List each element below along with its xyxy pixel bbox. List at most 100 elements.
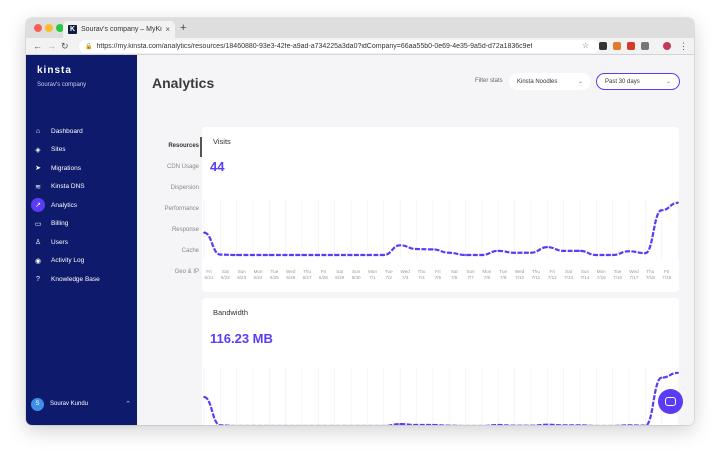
data-point[interactable]: [399, 423, 402, 425]
activity-log-icon: ◉: [34, 257, 42, 265]
extension-icon-3[interactable]: [627, 42, 635, 50]
data-point[interactable]: [579, 249, 581, 252]
sidebar-item-migrations[interactable]: ➤ Migrations: [31, 161, 131, 175]
browser-tab[interactable]: K Sourav's company – MyKinsta ×: [63, 21, 175, 38]
sidebar-item-kinsta-dns[interactable]: ≋ Kinsta DNS: [31, 180, 131, 194]
data-point[interactable]: [366, 254, 369, 256]
data-point[interactable]: [235, 254, 238, 256]
data-point[interactable]: [399, 244, 402, 247]
sidebar-item-label: Activity Log: [51, 257, 85, 264]
x-tick-label: Wed 7/3: [400, 269, 410, 280]
data-point[interactable]: [611, 254, 614, 256]
data-point[interactable]: [660, 376, 663, 379]
data-point[interactable]: [546, 423, 549, 425]
data-point[interactable]: [546, 246, 549, 249]
data-point[interactable]: [333, 254, 336, 256]
sidebar-item-analytics[interactable]: ↗ Analytics: [31, 198, 131, 212]
sidebar-item-users[interactable]: ♙ Users: [31, 235, 131, 249]
subnav-dispersion[interactable]: Dispersion: [170, 185, 199, 191]
data-point[interactable]: [415, 424, 418, 425]
tab-title: Sourav's company – MyKinsta: [81, 26, 162, 33]
data-point[interactable]: [219, 424, 222, 425]
forward-icon[interactable]: →: [47, 41, 56, 51]
data-point[interactable]: [660, 209, 663, 212]
data-point[interactable]: [284, 254, 287, 256]
visits-total: 44: [210, 159, 225, 174]
reload-icon[interactable]: ↻: [61, 41, 69, 51]
data-point[interactable]: [431, 248, 434, 251]
data-point[interactable]: [301, 254, 303, 256]
x-tick-label: Thu 7/4: [418, 269, 426, 280]
data-point[interactable]: [529, 251, 532, 254]
data-point[interactable]: [497, 424, 500, 425]
sidebar-item-billing[interactable]: ▭ Billing: [31, 217, 131, 231]
data-point[interactable]: [562, 249, 565, 252]
subnav-response[interactable]: Response: [171, 227, 199, 233]
data-point[interactable]: [677, 371, 679, 374]
data-point[interactable]: [382, 254, 385, 256]
data-point[interactable]: [317, 254, 320, 256]
data-point[interactable]: [415, 248, 418, 250]
analytics-icon: ↗: [31, 198, 45, 212]
data-point[interactable]: [203, 396, 205, 398]
x-tick-label: Sun 7/14: [580, 269, 589, 280]
data-point[interactable]: [677, 201, 679, 204]
sidebar-item-label: Dashboard: [51, 127, 83, 135]
url-field[interactable]: 🔒 https://my.kinsta.com/analytics/resour…: [79, 40, 599, 53]
x-tick-label: Fri 7/5: [435, 269, 442, 280]
data-point[interactable]: [562, 424, 565, 425]
subnav-geo-ip[interactable]: Geo & IP: [174, 269, 199, 275]
back-icon[interactable]: ←: [33, 41, 42, 51]
extension-icon-2[interactable]: [613, 42, 621, 50]
sidebar-item-knowledge-base[interactable]: ? Knowledge Base: [31, 272, 131, 286]
close-tab-icon[interactable]: ×: [165, 25, 170, 34]
avatar: S: [31, 397, 44, 411]
x-tick-label: Mon 7/8: [482, 269, 491, 280]
profile-avatar-icon[interactable]: [663, 42, 671, 50]
data-point[interactable]: [628, 250, 630, 253]
data-point[interactable]: [628, 424, 630, 425]
close-window-button[interactable]: [34, 24, 42, 32]
lock-icon: 🔒: [85, 44, 93, 50]
data-point[interactable]: [252, 254, 254, 256]
series-line: [203, 201, 679, 257]
maximize-window-button[interactable]: [56, 24, 64, 32]
bookmark-star-icon[interactable]: ☆: [582, 41, 590, 50]
camera-icon[interactable]: [641, 42, 649, 50]
tab-bar: K Sourav's company – MyKinsta × +: [26, 18, 694, 38]
x-tick-label: Thu 6/27: [303, 269, 312, 280]
x-tick-label: Sat 7/6: [451, 269, 459, 280]
sidebar-item-sites[interactable]: ◈ Sites: [31, 143, 131, 157]
data-point[interactable]: [268, 254, 271, 256]
filter-label: Filter stats: [475, 78, 503, 84]
data-point[interactable]: [579, 424, 581, 425]
minimize-window-button[interactable]: [45, 24, 53, 32]
site-select[interactable]: Kinsta Noodles ⌄: [509, 73, 591, 90]
data-point[interactable]: [219, 253, 222, 256]
data-point[interactable]: [595, 254, 598, 256]
data-point[interactable]: [431, 424, 434, 425]
kinsta-logo[interactable]: kinsta: [37, 65, 72, 76]
sidebar-item-activity-log[interactable]: ◉ Activity Log: [31, 254, 131, 268]
user-menu[interactable]: S Sourav Kundu ⌃: [31, 397, 131, 411]
subnav-cache[interactable]: Cache: [181, 248, 199, 254]
data-point[interactable]: [350, 254, 353, 256]
subnav-cdn-usage[interactable]: CDN Usage: [166, 164, 199, 170]
data-point[interactable]: [448, 251, 451, 254]
data-point[interactable]: [497, 249, 500, 252]
sidebar-item-dashboard[interactable]: ⌂ Dashboard: [31, 124, 131, 138]
company-name: Sourav's company: [37, 82, 87, 88]
new-tab-button[interactable]: +: [180, 22, 187, 34]
data-point[interactable]: [480, 254, 483, 256]
data-point[interactable]: [513, 251, 516, 254]
migrations-icon: ➤: [35, 165, 41, 172]
subnav-performance[interactable]: Performance: [164, 206, 199, 212]
subnav-resources[interactable]: Resources: [168, 143, 199, 149]
data-point[interactable]: [464, 254, 467, 256]
chat-button[interactable]: [658, 389, 683, 414]
data-point[interactable]: [644, 252, 647, 255]
more-menu-icon[interactable]: ⋮: [679, 41, 688, 51]
extension-icon-1[interactable]: [599, 42, 607, 50]
data-point[interactable]: [203, 231, 205, 234]
date-range-select[interactable]: Past 30 days ⌄: [596, 73, 680, 90]
